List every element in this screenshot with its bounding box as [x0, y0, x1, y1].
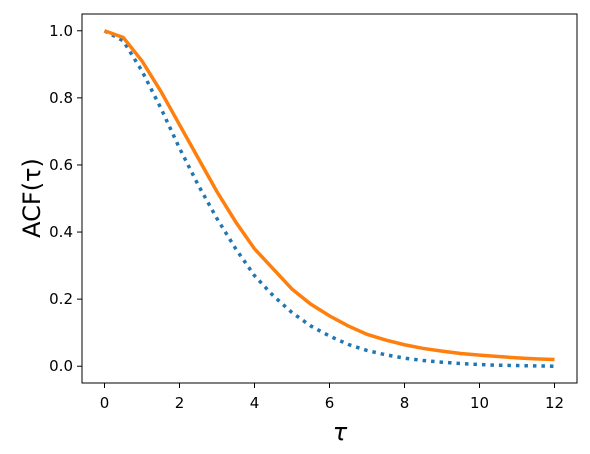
y-axis-label: ACF(τ) — [18, 158, 46, 238]
plot-frame — [81, 13, 578, 384]
x-tick-label: 12 — [545, 394, 564, 412]
data-line — [103, 29, 555, 362]
y-tick-label: 1.0 — [49, 22, 73, 40]
x-tick-label: 10 — [470, 394, 489, 412]
x-axis-label: τ — [333, 418, 348, 446]
x-tick-label: 0 — [100, 394, 110, 412]
y-tick-label: 0.0 — [49, 357, 73, 375]
x-tick-label: 8 — [400, 394, 410, 412]
y-tick-label: 0.6 — [49, 156, 73, 174]
x-tick-label: 6 — [325, 394, 335, 412]
x-tick-label: 2 — [175, 394, 185, 412]
y-tick-label: 0.4 — [49, 223, 73, 241]
x-tick-label: 4 — [250, 394, 260, 412]
y-tick-label: 0.8 — [49, 89, 73, 107]
y-tick-label: 0.2 — [49, 290, 73, 308]
